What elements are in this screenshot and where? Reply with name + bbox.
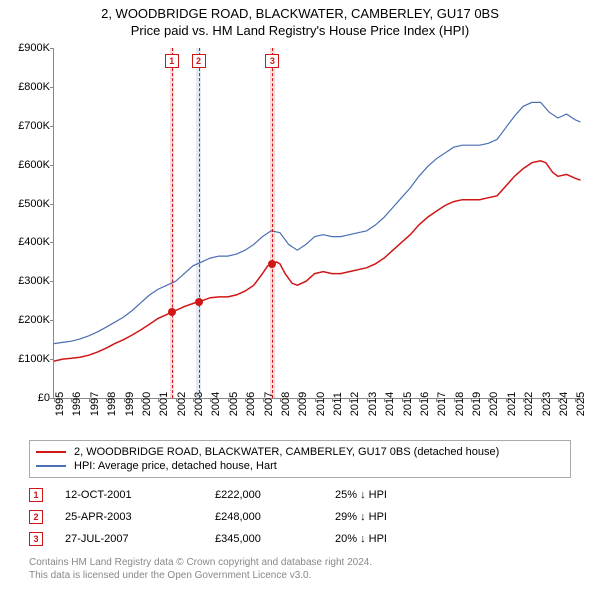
x-tick-label: 2012 [349,392,361,416]
x-tick-label: 1997 [89,392,101,416]
title-subtitle: Price paid vs. HM Land Registry's House … [0,21,600,38]
legend-label-property: 2, WOODBRIDGE ROAD, BLACKWATER, CAMBERLE… [74,446,499,458]
event-marker-box: 2 [192,54,206,68]
sale-row: 1 12-OCT-2001 £222,000 25% ↓ HPI [29,484,455,506]
sale-delta: 29% ↓ HPI [335,511,455,523]
sale-marker-2: 2 [29,510,43,524]
sale-row: 2 25-APR-2003 £248,000 29% ↓ HPI [29,506,455,528]
event-vline [172,48,173,398]
event-marker-box: 3 [265,54,279,68]
sale-dot [168,308,176,316]
sale-price: £345,000 [215,533,335,545]
x-tick-label: 2004 [210,392,222,416]
y-tick-label: £0 [38,392,50,404]
y-tick-label: £300K [18,275,50,287]
x-tick-label: 2002 [176,392,188,416]
x-tick-label: 2023 [541,392,553,416]
title-address: 2, WOODBRIDGE ROAD, BLACKWATER, CAMBERLE… [0,0,600,21]
sale-marker-3: 3 [29,532,43,546]
x-tick-label: 2022 [523,392,535,416]
sale-date: 27-JUL-2007 [65,533,215,545]
x-tick-label: 2005 [228,392,240,416]
sales-table: 1 12-OCT-2001 £222,000 25% ↓ HPI 2 25-AP… [29,484,455,550]
series-line [54,161,581,361]
x-tick-label: 2014 [384,392,396,416]
x-tick-label: 1996 [71,392,83,416]
legend-swatch-property [36,451,66,453]
sale-delta: 20% ↓ HPI [335,533,455,545]
sale-delta: 25% ↓ HPI [335,489,455,501]
event-marker-box: 1 [165,54,179,68]
x-tick-label: 1998 [106,392,118,416]
x-tick-label: 2018 [454,392,466,416]
line-chart-svg [54,48,584,398]
x-tick-label: 2025 [575,392,587,416]
x-tick-label: 2016 [419,392,431,416]
y-tick-label: £900K [18,42,50,54]
x-tick-label: 2015 [402,392,414,416]
y-tick-label: £500K [18,198,50,210]
attribution-footer: Contains HM Land Registry data © Crown c… [29,556,372,582]
sale-marker-1: 1 [29,488,43,502]
sale-price: £222,000 [215,489,335,501]
x-tick-label: 2000 [141,392,153,416]
x-tick-label: 2001 [158,392,170,416]
y-tick-label: £800K [18,81,50,93]
legend-swatch-hpi [36,465,66,467]
legend-label-hpi: HPI: Average price, detached house, Hart [74,460,277,472]
y-tick-label: £700K [18,120,50,132]
x-tick-label: 2024 [558,392,570,416]
event-vline [199,48,200,398]
y-tick-label: £600K [18,159,50,171]
sale-price: £248,000 [215,511,335,523]
x-tick-label: 2021 [506,392,518,416]
event-vline [272,48,273,398]
x-tick-label: 2010 [315,392,327,416]
y-tick-label: £100K [18,353,50,365]
x-tick-label: 2020 [488,392,500,416]
y-tick-label: £400K [18,236,50,248]
footer-line1: Contains HM Land Registry data © Crown c… [29,556,372,569]
sale-dot [195,298,203,306]
legend-item-property: 2, WOODBRIDGE ROAD, BLACKWATER, CAMBERLE… [36,445,564,459]
chart-container: 2, WOODBRIDGE ROAD, BLACKWATER, CAMBERLE… [0,0,600,590]
x-tick-label: 2008 [280,392,292,416]
x-tick-label: 2006 [245,392,257,416]
plot-area: £0£100K£200K£300K£400K£500K£600K£700K£80… [53,48,584,399]
y-tick-label: £200K [18,314,50,326]
x-tick-label: 2011 [332,392,344,416]
x-tick-label: 2019 [471,392,483,416]
legend: 2, WOODBRIDGE ROAD, BLACKWATER, CAMBERLE… [29,440,571,478]
sale-date: 25-APR-2003 [65,511,215,523]
x-tick-label: 1995 [54,392,66,416]
sale-dot [268,260,276,268]
x-tick-label: 1999 [124,392,136,416]
x-tick-label: 2013 [367,392,379,416]
sale-date: 12-OCT-2001 [65,489,215,501]
footer-line2: This data is licensed under the Open Gov… [29,569,372,582]
series-line [54,102,581,343]
sale-row: 3 27-JUL-2007 £345,000 20% ↓ HPI [29,528,455,550]
x-tick-label: 2017 [436,392,448,416]
legend-item-hpi: HPI: Average price, detached house, Hart [36,459,564,473]
x-tick-label: 2009 [297,392,309,416]
